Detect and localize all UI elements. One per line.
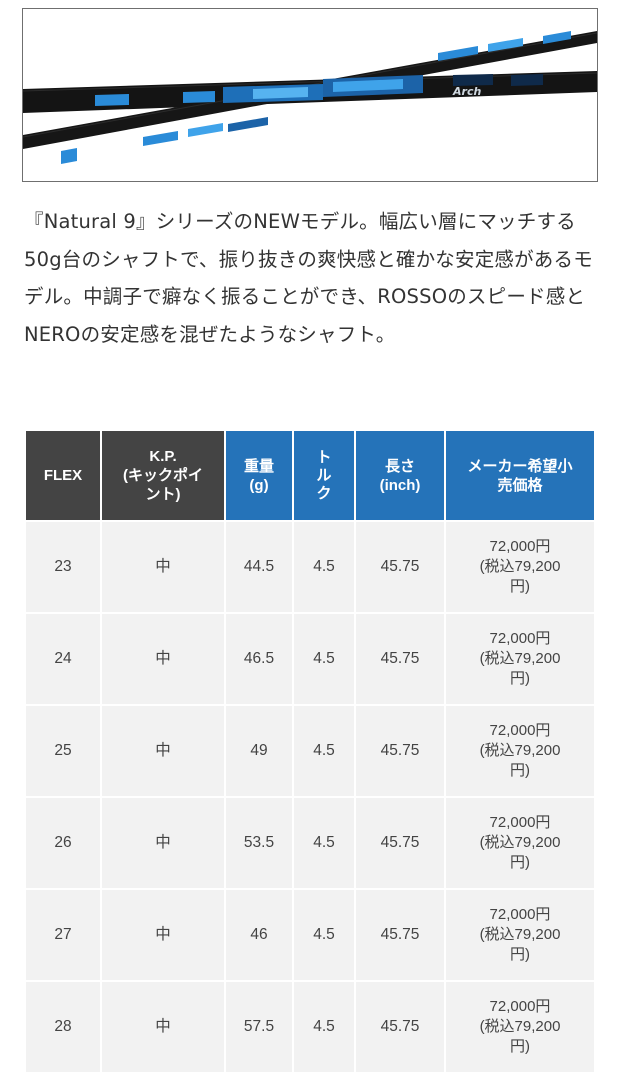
cell-flex: 27 <box>26 890 100 980</box>
cell-flex: 25 <box>26 706 100 796</box>
table-row: 27 中 46 4.5 45.75 72,000円 (税込79,200 円) <box>26 890 594 980</box>
cell-length: 45.75 <box>356 890 444 980</box>
table-row: 23 中 44.5 4.5 45.75 72,000円 (税込79,200 円) <box>26 522 594 612</box>
cell-weight: 49 <box>226 706 292 796</box>
cell-price: 72,000円 (税込79,200 円) <box>446 706 594 796</box>
cell-price: 72,000円 (税込79,200 円) <box>446 798 594 888</box>
shaft-logo-text: Arch <box>452 85 481 98</box>
header-flex: FLEX <box>26 431 100 520</box>
cell-price: 72,000円 (税込79,200 円) <box>446 522 594 612</box>
header-kick-point: K.P. (キックポイ ント) <box>102 431 224 520</box>
cell-length: 45.75 <box>356 798 444 888</box>
cell-price: 72,000円 (税込79,200 円) <box>446 614 594 704</box>
cell-flex: 23 <box>26 522 100 612</box>
cell-torque: 4.5 <box>294 982 354 1072</box>
cell-price: 72,000円 (税込79,200 円) <box>446 890 594 980</box>
table-row: 24 中 46.5 4.5 45.75 72,000円 (税込79,200 円) <box>26 614 594 704</box>
header-weight: 重量 (g) <box>226 431 292 520</box>
cell-flex: 28 <box>26 982 100 1072</box>
golf-shaft-image: Arch <box>23 31 597 164</box>
header-torque: トルク <box>294 431 354 520</box>
cell-kick-point: 中 <box>102 614 224 704</box>
cell-weight: 53.5 <box>226 798 292 888</box>
cell-torque: 4.5 <box>294 522 354 612</box>
cell-flex: 26 <box>26 798 100 888</box>
cell-flex: 24 <box>26 614 100 704</box>
table-row: 28 中 57.5 4.5 45.75 72,000円 (税込79,200 円) <box>26 982 594 1072</box>
cell-torque: 4.5 <box>294 614 354 704</box>
cell-weight: 57.5 <box>226 982 292 1072</box>
cell-length: 45.75 <box>356 522 444 612</box>
table-row: 26 中 53.5 4.5 45.75 72,000円 (税込79,200 円) <box>26 798 594 888</box>
cell-kick-point: 中 <box>102 798 224 888</box>
cell-length: 45.75 <box>356 982 444 1072</box>
cell-torque: 4.5 <box>294 890 354 980</box>
product-image: Arch <box>22 8 598 182</box>
table-header-row: FLEX K.P. (キックポイ ント) 重量 (g) トルク 長さ (inch) メー… <box>26 431 594 520</box>
cell-torque: 4.5 <box>294 798 354 888</box>
cell-weight: 46.5 <box>226 614 292 704</box>
header-price: メーカー希望小 売価格 <box>446 431 594 520</box>
cell-weight: 46 <box>226 890 292 980</box>
cell-weight: 44.5 <box>226 522 292 612</box>
cell-length: 45.75 <box>356 614 444 704</box>
cell-kick-point: 中 <box>102 982 224 1072</box>
spec-table: FLEX K.P. (キックポイ ント) 重量 (g) トルク 長さ (inch) メー… <box>24 429 596 1074</box>
header-length: 長さ (inch) <box>356 431 444 520</box>
cell-kick-point: 中 <box>102 706 224 796</box>
cell-torque: 4.5 <box>294 706 354 796</box>
product-description: 『Natural 9』シリーズのNEWモデル。幅広い層にマッチする50g台のシャ… <box>24 210 593 346</box>
cell-kick-point: 中 <box>102 522 224 612</box>
cell-price: 72,000円 (税込79,200 円) <box>446 982 594 1072</box>
cell-kick-point: 中 <box>102 890 224 980</box>
table-row: 25 中 49 4.5 45.75 72,000円 (税込79,200 円) <box>26 706 594 796</box>
cell-length: 45.75 <box>356 706 444 796</box>
